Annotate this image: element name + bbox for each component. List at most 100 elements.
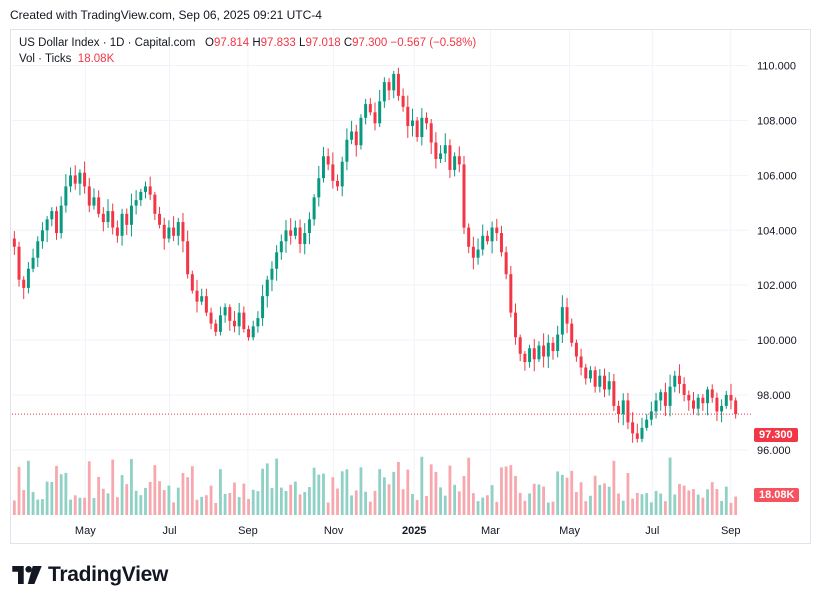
volume-bar <box>659 493 663 515</box>
legend-symbol[interactable]: US Dollar Index · 1D · Capital.com <box>19 37 196 49</box>
candle-body <box>298 227 302 245</box>
volume-bar <box>134 490 138 515</box>
candle-body <box>537 345 541 360</box>
volume-bar <box>350 495 353 515</box>
tradingview-wordmark: TradingView <box>48 563 169 586</box>
volume-bar <box>322 473 325 515</box>
volume-bar <box>425 495 428 515</box>
legend-open-value: 97.814 <box>213 37 250 49</box>
candle-body <box>354 131 358 146</box>
candle-body <box>556 334 560 352</box>
candle-body <box>701 397 705 404</box>
volume-bar <box>317 474 321 515</box>
tradingview-logo-icon <box>12 566 42 584</box>
volume-bar <box>200 496 204 515</box>
tradingview-logo[interactable]: TradingView <box>12 563 168 587</box>
candle-body <box>251 326 255 338</box>
volume-bar <box>378 469 382 515</box>
volume-bar <box>565 477 569 515</box>
volume-bar <box>495 501 499 515</box>
volume-bar <box>706 489 709 515</box>
volume-bar <box>687 490 691 515</box>
candle-body <box>453 156 457 170</box>
candle-body <box>640 427 644 439</box>
candle-body <box>734 400 738 415</box>
volume-bar <box>331 477 335 515</box>
candle-body <box>162 224 166 239</box>
candle-body <box>115 227 119 236</box>
candle-body <box>69 175 73 187</box>
candle-body <box>584 367 588 379</box>
x-tick-label: Jul <box>645 525 659 537</box>
volume-bar <box>144 487 147 515</box>
candle-body <box>284 230 288 242</box>
volume-bar <box>532 483 536 515</box>
candle-body <box>481 235 485 250</box>
volume-bar <box>265 463 269 515</box>
candle-body <box>659 392 663 401</box>
volume-bar <box>640 494 644 515</box>
candle-body <box>97 197 101 214</box>
volume-bar <box>345 469 349 515</box>
volume-bar <box>209 485 213 515</box>
candle-body <box>129 205 133 225</box>
candle-body <box>214 323 218 332</box>
candle-body <box>654 400 658 412</box>
volume-bar <box>261 468 264 515</box>
volume-bar <box>115 497 119 515</box>
volume-bar <box>560 474 564 515</box>
last-volume-badge: 18.08K <box>754 488 800 502</box>
volume-bar <box>153 465 157 515</box>
candle-body <box>12 238 16 247</box>
volume-bar <box>172 502 175 515</box>
y-tick-label: 104.000 <box>757 225 797 237</box>
volume-bar <box>368 501 372 515</box>
candle-body <box>593 370 597 387</box>
volume-bar <box>453 484 457 515</box>
volume-bar <box>734 496 738 515</box>
chart-panel[interactable] <box>10 29 811 544</box>
volume-bar <box>139 495 143 515</box>
candle-body <box>209 312 213 324</box>
volume-bar <box>682 485 686 515</box>
candle-body <box>186 241 190 275</box>
volume-bar <box>195 499 199 515</box>
volume-bar <box>214 502 218 515</box>
volume-bar <box>551 501 555 515</box>
volume-bar <box>429 464 433 515</box>
candle-body <box>139 191 143 201</box>
candle-body <box>706 389 710 404</box>
candle-body <box>17 246 21 280</box>
candle-body <box>682 383 686 395</box>
volume-bar <box>340 471 344 515</box>
candle-body <box>720 405 724 412</box>
candle-body <box>509 274 513 313</box>
candle-body <box>50 211 54 220</box>
volume-bar <box>204 495 208 515</box>
volume-bar <box>617 493 620 515</box>
volume-bar <box>26 460 30 515</box>
volume-bar <box>462 476 466 515</box>
volume-bar <box>471 493 475 515</box>
candle-body <box>31 257 35 269</box>
candle-body <box>485 235 489 242</box>
volume-bar <box>443 495 447 515</box>
volume-bar <box>490 485 494 515</box>
candle-body <box>200 296 204 302</box>
candle-body <box>425 117 429 124</box>
candle-body <box>181 222 185 242</box>
volume-bar <box>176 487 180 515</box>
candle-body <box>476 249 480 258</box>
legend-vol-label[interactable]: Vol · Ticks <box>19 53 72 65</box>
volume-bar <box>673 494 677 515</box>
volume-bar <box>12 500 16 515</box>
candle-body <box>392 73 396 91</box>
candle-body <box>167 227 171 239</box>
candle-body <box>457 156 461 165</box>
volume-bar <box>603 483 606 515</box>
candle-body <box>588 370 592 379</box>
y-tick-label: 110.000 <box>757 61 796 73</box>
candle-body <box>26 268 30 288</box>
candle-body <box>120 213 124 236</box>
